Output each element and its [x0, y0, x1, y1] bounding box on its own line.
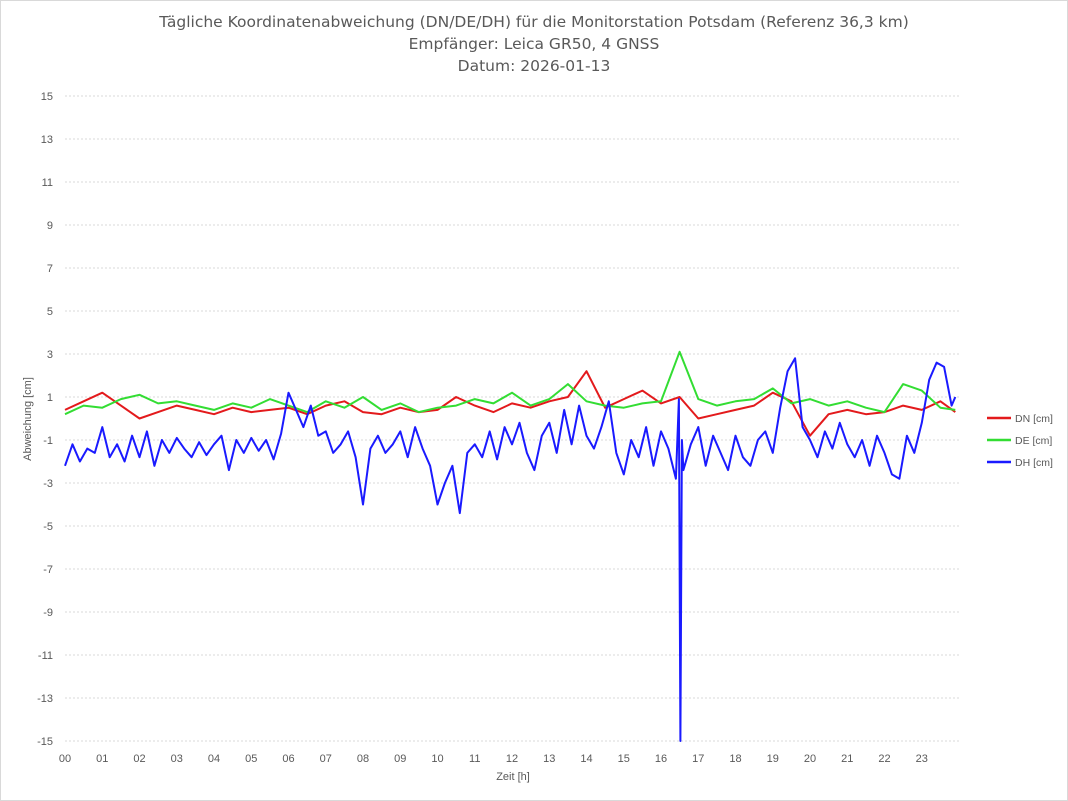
- x-tick-label: 21: [841, 753, 853, 765]
- y-tick-label: 1: [47, 392, 53, 404]
- chart-title-block: Tägliche Koordinatenabweichung (DN/DE/DH…: [1, 11, 1067, 77]
- x-tick-label: 18: [729, 753, 741, 765]
- y-tick-label: -3: [43, 478, 53, 490]
- y-tick-label: -15: [37, 736, 53, 748]
- x-tick-label: 04: [208, 753, 220, 765]
- x-tick-label: 23: [916, 753, 928, 765]
- x-tick-label: 17: [692, 753, 704, 765]
- chart-date: Datum: 2026-01-13: [457, 57, 611, 75]
- y-tick-label: -7: [43, 564, 53, 576]
- y-tick-label: 3: [47, 349, 53, 361]
- y-tick-label: 9: [47, 220, 53, 232]
- legend-label: DN [cm]: [1015, 413, 1053, 425]
- x-tick-label: 13: [543, 753, 555, 765]
- y-tick-label: -13: [37, 693, 53, 705]
- chart-title: Tägliche Koordinatenabweichung (DN/DE/DH…: [159, 13, 909, 31]
- x-tick-label: 19: [767, 753, 779, 765]
- y-tick-label: -11: [38, 650, 53, 662]
- x-tick-label: 01: [96, 753, 108, 765]
- x-tick-label: 15: [618, 753, 630, 765]
- y-tick-label: 11: [42, 177, 53, 189]
- x-tick-label: 09: [394, 753, 406, 765]
- x-tick-label: 20: [804, 753, 816, 765]
- series-line-de: [64, 350, 956, 416]
- y-tick-label: 7: [47, 263, 53, 275]
- x-tick-label: 10: [431, 753, 443, 765]
- chart-subtitle: Empfänger: Leica GR50, 4 GNSS: [408, 35, 660, 53]
- y-tick-label: 5: [47, 306, 53, 318]
- y-tick-label: -1: [43, 435, 53, 447]
- x-tick-label: 12: [506, 753, 518, 765]
- x-tick-label: 02: [133, 753, 145, 765]
- x-tick-label: 22: [878, 753, 890, 765]
- legend-label: DH [cm]: [1015, 457, 1053, 469]
- y-tick-label: 13: [41, 134, 53, 146]
- x-tick-label: 14: [580, 753, 592, 765]
- y-tick-label: -9: [43, 607, 53, 619]
- x-tick-label: 06: [282, 753, 294, 765]
- x-tick-label: 07: [320, 753, 332, 765]
- series-line-dh: [64, 357, 957, 742]
- series-line-dn: [64, 370, 956, 437]
- x-tick-label: 16: [655, 753, 667, 765]
- legend-label: DE [cm]: [1015, 435, 1052, 447]
- y-axis-title: Abweichung [cm]: [22, 377, 34, 461]
- x-tick-label: 03: [171, 753, 183, 765]
- x-tick-label: 11: [469, 753, 480, 765]
- y-tick-label: 15: [41, 91, 53, 103]
- x-tick-label: 08: [357, 753, 369, 765]
- x-tick-label: 05: [245, 753, 257, 765]
- y-tick-label: -5: [43, 521, 53, 533]
- x-tick-label: 00: [59, 753, 71, 765]
- x-axis-title: Zeit [h]: [496, 771, 530, 783]
